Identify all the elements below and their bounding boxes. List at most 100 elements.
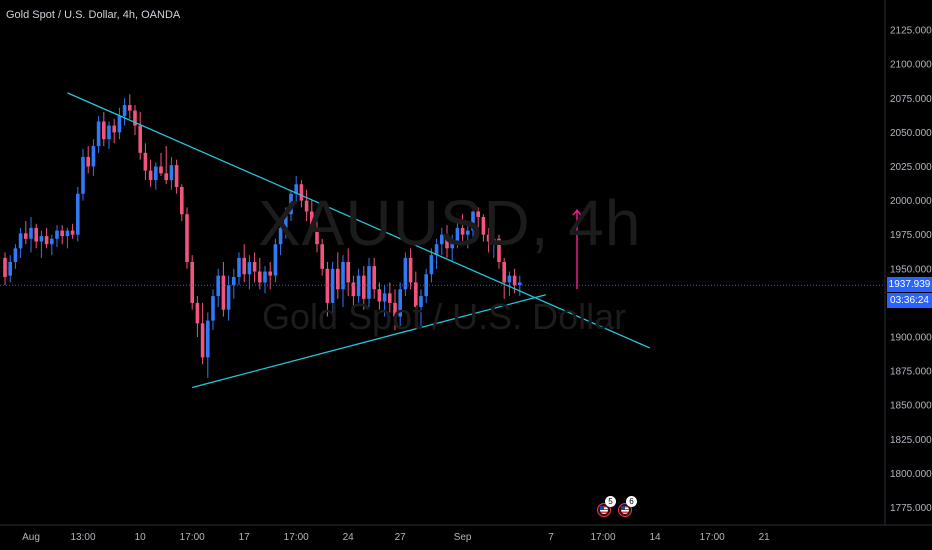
price-tick-label: 1800.000 — [890, 469, 932, 480]
candle-body — [143, 152, 148, 171]
ascending-trendline[interactable] — [192, 294, 546, 389]
candle-body — [372, 266, 376, 290]
candle — [247, 255, 252, 290]
candle — [242, 244, 246, 283]
candle — [351, 275, 356, 313]
candle — [476, 207, 480, 228]
candle-body — [102, 121, 106, 140]
event-count-badge-2: 6 — [626, 496, 637, 507]
candle-body — [289, 193, 293, 215]
candle-body — [216, 275, 220, 297]
candle-body — [356, 275, 361, 297]
candle-body — [346, 261, 350, 283]
price-tick-label: 2125.000 — [890, 26, 932, 37]
candle — [169, 156, 174, 190]
candle-body — [450, 241, 454, 249]
candle — [128, 94, 132, 119]
candle-body — [299, 184, 304, 201]
candle — [460, 214, 465, 242]
candle-body — [408, 257, 413, 283]
drawings-layer[interactable] — [0, 92, 885, 389]
candle — [518, 275, 522, 297]
candle — [268, 261, 272, 290]
candle — [107, 121, 111, 149]
candle — [226, 275, 231, 321]
candle-body — [39, 236, 44, 242]
candle-body — [320, 244, 324, 269]
price-tick-label: 2000.000 — [890, 196, 932, 207]
candles-layer — [3, 94, 522, 378]
candle — [221, 261, 226, 317]
candle — [86, 146, 90, 174]
trendline-extension[interactable] — [587, 320, 651, 349]
descending-trendline[interactable] — [67, 92, 588, 322]
candle — [341, 255, 345, 307]
time-axis[interactable]: Aug 13:00 10 17:00 17 17:00 24 27 Sep 7 17:00 14 17:… — [22, 532, 770, 543]
candle — [382, 285, 387, 317]
time-tick-label: 10 — [135, 532, 147, 543]
candle-body — [242, 257, 246, 275]
candle-body — [382, 293, 387, 302]
candle — [278, 221, 283, 256]
candle — [362, 266, 366, 310]
candle — [466, 225, 470, 249]
candle-body — [29, 227, 33, 239]
price-tick-label: 1850.000 — [890, 401, 932, 412]
candle — [159, 152, 163, 177]
time-tick-label: Sep — [454, 532, 472, 543]
candle-body — [18, 233, 23, 249]
candle-body — [414, 282, 418, 307]
candle — [237, 252, 241, 286]
candle — [356, 268, 361, 303]
candle-body — [362, 275, 366, 299]
candle-body — [518, 282, 522, 286]
candle-body — [304, 200, 309, 212]
candle — [398, 282, 402, 327]
candle — [216, 268, 220, 307]
candle-body — [310, 211, 314, 228]
candle-body — [190, 261, 194, 303]
symbol-description-watermark: Gold Spot / U.S. Dollar — [262, 296, 627, 337]
candle — [502, 257, 506, 299]
candle-body — [159, 166, 163, 174]
price-axis[interactable]: 2125.000 2100.000 2075.000 2050.000 2025.000… — [890, 26, 932, 514]
candle — [325, 261, 330, 317]
candle — [258, 257, 262, 290]
candle — [315, 216, 319, 253]
candle — [96, 116, 101, 153]
candle — [486, 227, 491, 253]
projection-arrow[interactable] — [572, 208, 582, 290]
candle — [414, 271, 418, 317]
symbol-title[interactable]: Gold Spot / U.S. Dollar, 4h, OANDA — [6, 9, 181, 21]
candle-body — [429, 255, 434, 275]
candle — [117, 107, 122, 140]
arrow-head-icon — [572, 208, 582, 216]
candle — [3, 252, 7, 286]
candle — [388, 282, 392, 313]
candle-body — [65, 230, 70, 237]
candle-body — [3, 257, 7, 277]
candle — [122, 98, 127, 126]
candle — [252, 252, 257, 283]
time-tick-label: 13:00 — [70, 532, 95, 543]
candle-body — [180, 186, 184, 215]
candle — [289, 189, 293, 222]
candle-body — [403, 257, 408, 290]
price-tick-label: 2100.000 — [890, 60, 932, 71]
price-tick-label: 1975.000 — [890, 230, 932, 241]
candle — [377, 282, 382, 310]
candle — [434, 238, 439, 269]
candle — [450, 234, 454, 262]
candle-body — [398, 289, 402, 317]
candle — [232, 268, 236, 299]
candle — [429, 248, 434, 283]
candle — [445, 225, 449, 258]
candle — [143, 143, 148, 181]
candle-body — [211, 296, 215, 321]
candle-body — [86, 156, 90, 167]
candle — [273, 238, 278, 283]
candle-body — [455, 227, 460, 242]
candle — [18, 227, 23, 258]
